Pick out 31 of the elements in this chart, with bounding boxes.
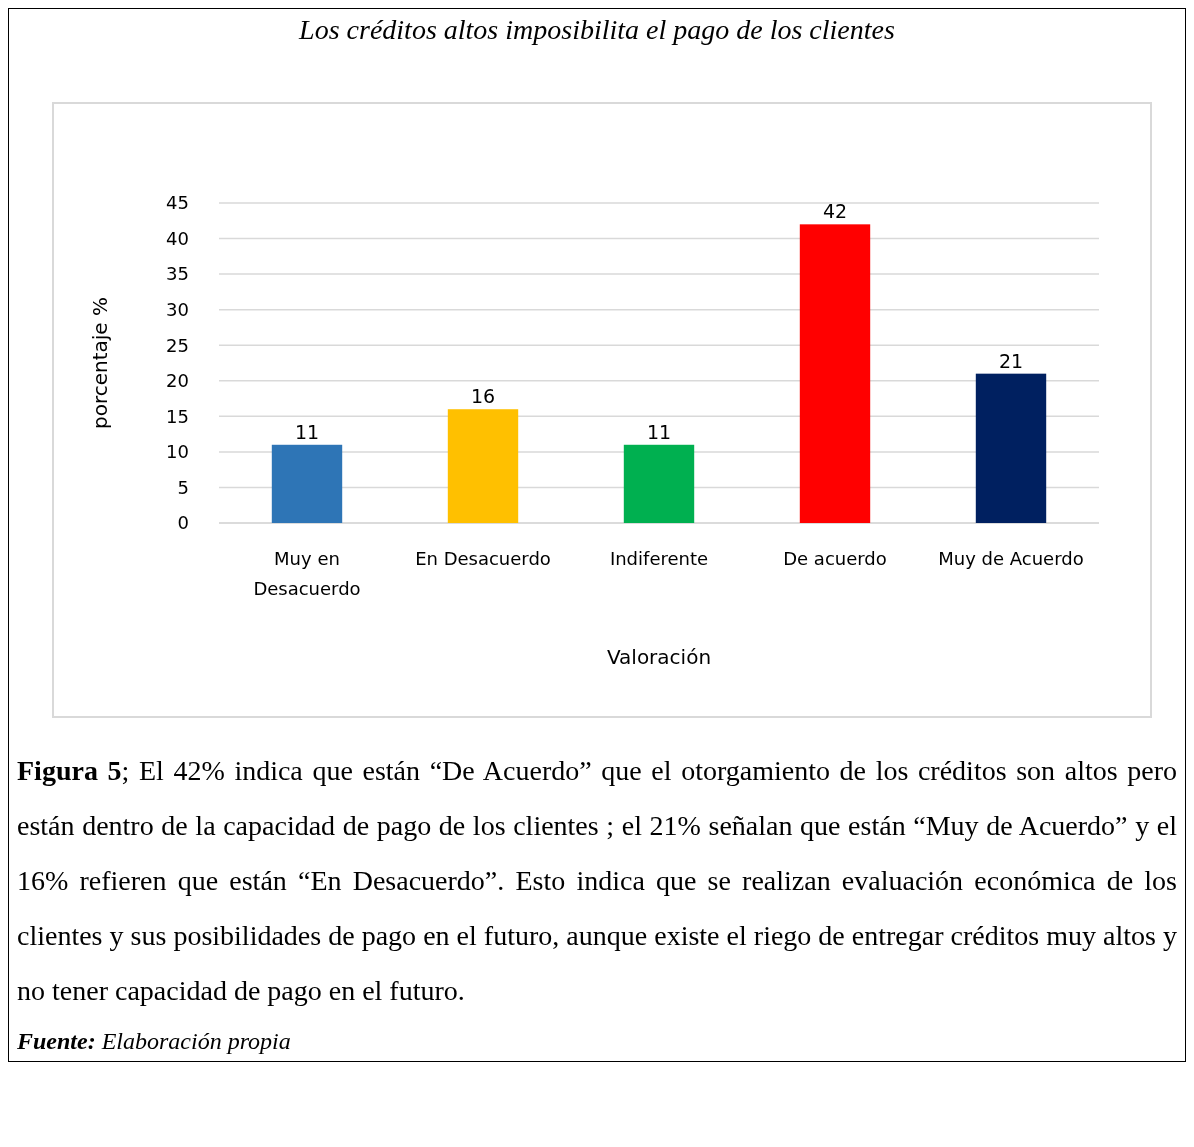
bar (623, 444, 695, 523)
x-tick-label: De acuerdo (783, 548, 887, 569)
bar (271, 444, 343, 523)
y-tick-label: 35 (166, 263, 189, 285)
bar (447, 409, 519, 523)
y-tick-label: 0 (177, 512, 189, 534)
data-label: 16 (470, 385, 496, 408)
text: Elaboración propia (101, 1028, 291, 1054)
y-tick-label: 20 (166, 370, 189, 392)
y-tick-label: 5 (177, 476, 189, 498)
y-tick-label: 30 (166, 298, 189, 320)
bar (975, 373, 1047, 523)
y-tick-label: 15 (166, 405, 189, 427)
text: Figura 5 (17, 755, 122, 786)
bar (799, 224, 871, 523)
data-label: 42 (822, 200, 848, 223)
chart-title: Los créditos altos imposibilita el pago de los clientes (298, 14, 895, 45)
x-tick-label: Muy en Desacuerdo (253, 548, 361, 599)
x-axis-title: Valoración (606, 645, 712, 669)
source-note: Fuente: (17, 1028, 96, 1054)
data-label: 21 (998, 349, 1024, 372)
x-tick-label: Indiferente (609, 548, 709, 569)
data-label: 11 (294, 420, 320, 443)
y-tick-label: 40 (166, 227, 189, 249)
x-tick-label: Muy de Acuerdo (938, 548, 1084, 569)
y-tick-label: 45 (166, 192, 189, 214)
x-tick-label: En Desacuerdo (415, 548, 551, 569)
y-axis-title: porcentaje % (88, 296, 112, 430)
y-tick-label: 10 (166, 441, 189, 463)
data-label: 11 (646, 420, 672, 443)
y-tick-label: 25 (166, 334, 189, 356)
